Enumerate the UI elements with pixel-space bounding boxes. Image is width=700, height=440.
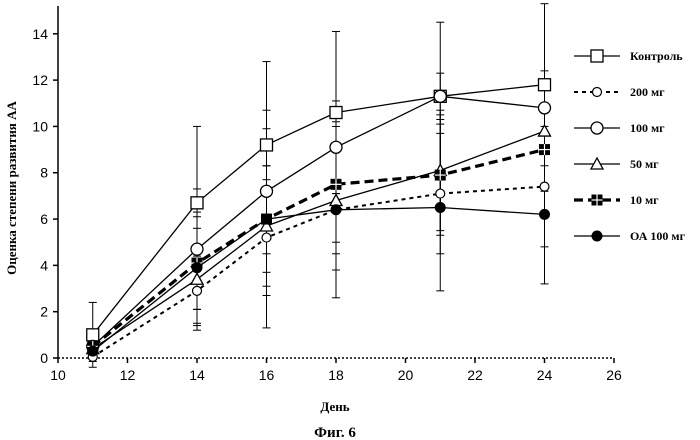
marker-square-filled-cross xyxy=(592,195,603,206)
marker-square-filled-cross xyxy=(331,179,342,190)
marker-circle-filled xyxy=(192,263,202,273)
marker-circle-filled xyxy=(88,346,98,356)
legend-entry: 50 мг xyxy=(574,157,659,171)
legend-label: 100 мг xyxy=(630,121,665,135)
y-tick-label: 10 xyxy=(32,118,48,134)
marker-circle-open-small xyxy=(193,286,202,295)
marker-circle-open-small xyxy=(540,182,549,191)
series-line xyxy=(93,96,545,346)
y-tick-label: 8 xyxy=(40,165,48,181)
series-3 xyxy=(87,125,551,354)
marker-circle-filled xyxy=(435,202,445,212)
marker-triangle-open xyxy=(191,273,203,284)
marker-circle-filled xyxy=(331,205,341,215)
series-5 xyxy=(88,202,550,356)
legend-entry: 200 мг xyxy=(574,85,665,99)
marker-triangle-open xyxy=(330,195,342,206)
axes: 02468101214101214161820222426 xyxy=(32,6,622,383)
marker-square-open xyxy=(87,329,99,341)
marker-square-open xyxy=(191,197,203,209)
marker-circle-open-small xyxy=(593,88,602,97)
error-bars-3 xyxy=(89,71,549,356)
marker-square-filled-cross xyxy=(435,170,446,181)
error-bars-1 xyxy=(89,126,549,361)
legend-label: Контроль xyxy=(630,49,683,63)
series-2 xyxy=(87,90,551,352)
marker-circle-filled xyxy=(262,214,272,224)
marker-square-filled-cross xyxy=(539,144,550,155)
marker-circle-open xyxy=(330,141,342,153)
marker-circle-filled xyxy=(592,231,602,241)
figure-caption: Фиг. 6 xyxy=(314,425,356,440)
marker-circle-open xyxy=(539,102,551,114)
marker-circle-open xyxy=(261,185,273,197)
legend-label: 200 мг xyxy=(630,85,665,99)
legend-entry: ОА 100 мг xyxy=(574,229,686,243)
y-tick-label: 14 xyxy=(32,26,48,42)
x-tick-label: 20 xyxy=(398,367,414,383)
marker-circle-open xyxy=(191,243,203,255)
marker-square-open xyxy=(330,107,342,119)
x-tick-label: 18 xyxy=(328,367,344,383)
y-axis-label: Оценка степени развития АА xyxy=(4,101,19,275)
series-layer xyxy=(87,4,551,368)
series-1 xyxy=(88,182,549,361)
x-tick-label: 26 xyxy=(606,367,622,383)
marker-triangle-open xyxy=(539,125,551,136)
legend-entry: 10 мг xyxy=(574,193,659,207)
marker-square-open xyxy=(591,50,603,62)
marker-circle-open-small xyxy=(436,189,445,198)
error-bars-5 xyxy=(89,110,549,355)
marker-circle-open xyxy=(591,122,603,134)
x-tick-label: 24 xyxy=(537,367,553,383)
marker-square-open xyxy=(261,139,273,151)
y-tick-label: 6 xyxy=(40,211,48,227)
series-line xyxy=(93,208,545,352)
legend-entry: Контроль xyxy=(574,49,683,63)
y-tick-label: 2 xyxy=(40,304,48,320)
legend-label: ОА 100 мг xyxy=(630,229,686,243)
series-line xyxy=(93,131,545,349)
legend: Контроль 200 мг 100 мг 50 мг 10 мг ОА 100 мг xyxy=(574,49,686,243)
series-4 xyxy=(87,144,550,352)
legend-label: 10 мг xyxy=(630,193,659,207)
error-bars-2 xyxy=(89,73,549,356)
error-bars-0 xyxy=(89,4,549,368)
x-tick-label: 10 xyxy=(50,367,66,383)
x-tick-label: 22 xyxy=(467,367,483,383)
marker-circle-open-small xyxy=(262,233,271,242)
x-tick-label: 16 xyxy=(259,367,275,383)
legend-label: 50 мг xyxy=(630,157,659,171)
x-axis-label: День xyxy=(320,399,349,414)
y-tick-label: 12 xyxy=(32,72,48,88)
error-bars-4 xyxy=(89,85,549,356)
x-tick-label: 12 xyxy=(120,367,136,383)
marker-square-open xyxy=(539,79,551,91)
legend-entry: 100 мг xyxy=(574,121,665,135)
y-tick-label: 0 xyxy=(40,350,48,366)
x-tick-label: 14 xyxy=(189,367,205,383)
marker-circle-filled xyxy=(540,209,550,219)
marker-circle-open xyxy=(434,90,446,102)
y-tick-label: 4 xyxy=(40,257,48,273)
